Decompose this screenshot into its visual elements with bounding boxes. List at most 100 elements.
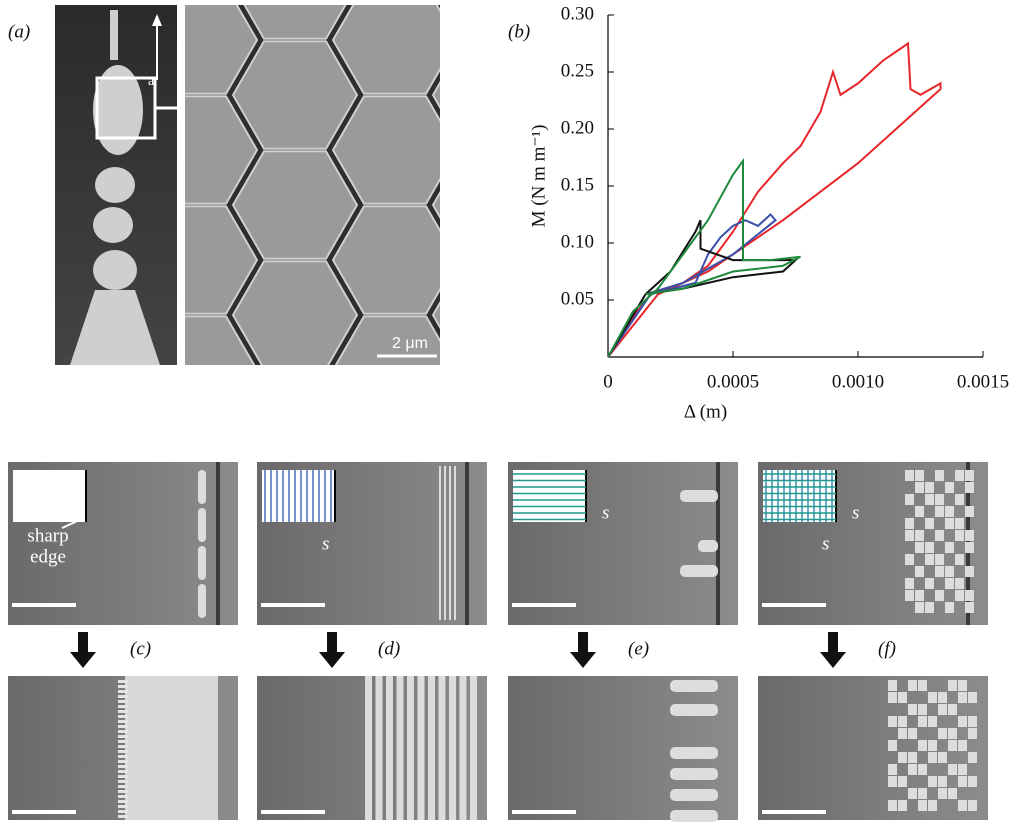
panel-label: (b) [508,21,530,42]
square [955,578,964,589]
square [908,764,917,775]
panel-label: (a) [8,21,30,42]
square [968,776,977,787]
bar-feature [680,490,718,502]
square [898,728,907,739]
square [918,740,927,751]
tooth [118,785,128,788]
square [918,764,927,775]
square [955,470,964,481]
bar-feature [698,540,718,552]
feature [198,546,206,580]
down-arrow [578,632,588,654]
square [968,692,977,703]
tooth [118,795,128,798]
square [918,788,927,799]
x-tick-label: 0.0010 [832,371,884,392]
square [965,506,974,517]
square [908,704,917,715]
square [965,602,974,613]
square [955,494,964,505]
bar-feature [670,789,718,801]
square [935,470,944,481]
stripe [428,676,435,820]
square [948,764,957,775]
tooth [118,730,128,733]
stripe [376,676,383,820]
inset [13,470,86,522]
y-tick-label: 0.30 [561,3,594,24]
bar-feature [680,565,718,577]
stripe [418,676,425,820]
tooth [118,810,128,813]
square [898,716,907,727]
square [915,470,924,481]
square [928,692,937,703]
down-arrow [570,652,596,668]
square [948,680,957,691]
tooth [118,780,128,783]
down-arrow [820,652,846,668]
square [915,566,924,577]
tooth [118,735,128,738]
tooth [118,790,128,793]
square [935,566,944,577]
square [945,602,954,613]
down-arrow [70,652,96,668]
square [945,506,954,517]
square [915,602,924,613]
tooth [118,690,128,693]
square [915,482,924,493]
square [908,752,917,763]
tooth [118,715,128,718]
x-axis-title: Δ (m) [684,401,727,422]
square [928,740,937,751]
stripe [460,676,467,820]
square [965,590,974,601]
x-tick-label: 0.0015 [957,371,1009,392]
square [945,566,954,577]
square [888,692,897,703]
tooth [118,775,128,778]
square [905,590,914,601]
series-line [608,220,796,357]
square [948,788,957,799]
inset [763,470,836,522]
square [938,728,947,739]
bar-feature [670,680,718,692]
stripe [470,676,477,820]
tooth [118,800,128,803]
square [905,470,914,481]
square [948,740,957,751]
square [965,530,974,541]
tooth [118,755,128,758]
square [965,542,974,553]
square [898,776,907,787]
bar-feature [670,747,718,759]
panel-label: (e) [628,638,649,659]
tooth [118,745,128,748]
square [935,506,944,517]
bar-feature [670,704,718,716]
inset [513,470,586,522]
square [955,590,964,601]
square [928,800,937,811]
hexagon [433,0,557,39]
inset [262,470,335,522]
photo-grid [8,462,988,822]
square [965,482,974,493]
scale-label: 2 μm [392,335,428,352]
square [905,494,914,505]
y-axis-title: M (N m m⁻¹) [528,125,549,228]
tooth [118,760,128,763]
square [925,494,934,505]
square [905,530,914,541]
tooth [118,705,128,708]
square [955,530,964,541]
tooth [118,685,128,688]
tooth [118,770,128,773]
square [918,800,927,811]
stripe [365,676,372,820]
series-line [608,44,941,358]
square [948,704,957,715]
